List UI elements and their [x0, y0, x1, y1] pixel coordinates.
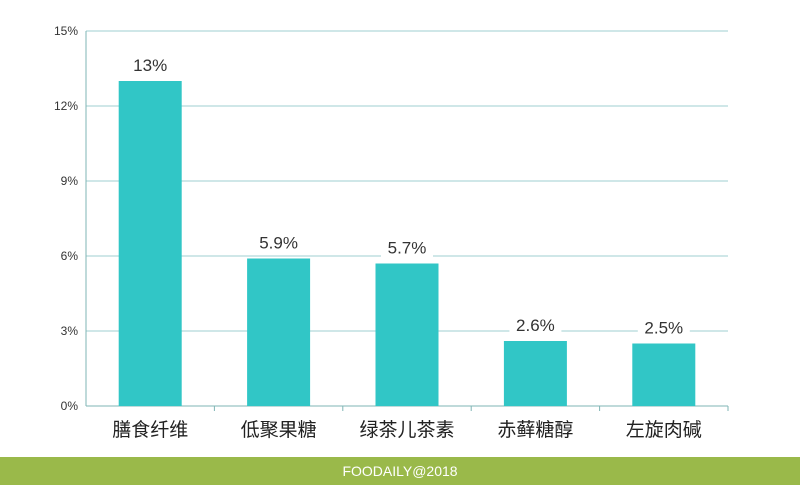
data-label-background [252, 230, 305, 255]
data-label: 2.6% [516, 316, 555, 335]
data-label-background [509, 313, 562, 337]
data-label: 2.5% [644, 319, 683, 338]
bar-chart: 0% 3% 6% 9% 12% 15% 13% 膳食纤维 5.9% 低聚果糖 5.7% 绿茶儿茶素 2.… [54, 24, 729, 441]
y-tick-label: 12% [54, 99, 78, 113]
category-label: 膳食纤维 [112, 419, 188, 441]
footer-text: FOODAILY@2018 [342, 463, 458, 479]
y-tick-label: 6% [61, 249, 79, 263]
y-tick-label: 9% [61, 174, 79, 188]
category-label: 绿茶儿茶素 [359, 419, 454, 441]
bar [118, 81, 182, 406]
y-tick-label: 3% [61, 324, 79, 338]
category-label: 左旋肉碱 [626, 419, 702, 441]
data-label: 5.7% [388, 239, 427, 258]
category-label: 低聚果糖 [241, 419, 317, 441]
data-label-background [637, 315, 690, 340]
data-label-background [381, 235, 433, 260]
data-label: 5.9% [259, 234, 298, 253]
footer-bar: FOODAILY@2018 [0, 457, 800, 485]
data-label: 13% [133, 56, 167, 75]
bar [247, 258, 311, 406]
data-label-background [124, 53, 177, 77]
y-tick-label: 0% [61, 399, 79, 413]
bar [503, 341, 567, 406]
category-label: 赤藓糖醇 [497, 419, 573, 441]
bar [632, 343, 696, 406]
y-tick-label: 15% [54, 24, 78, 38]
bar [375, 263, 439, 406]
